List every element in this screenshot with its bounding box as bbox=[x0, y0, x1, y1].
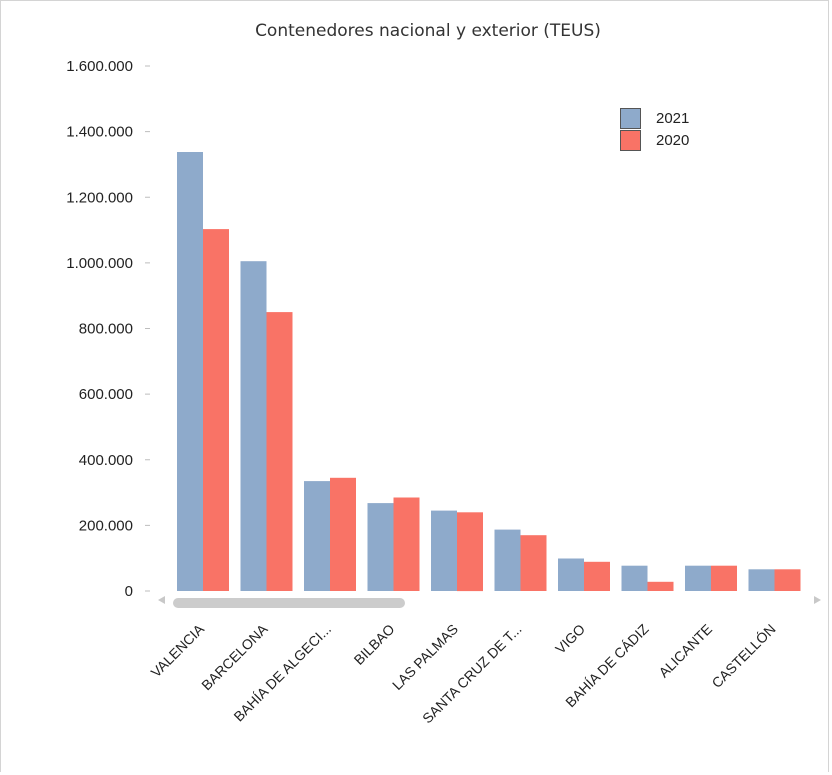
legend-label-2020: 2020 bbox=[656, 132, 689, 149]
legend: 2021 2020 bbox=[620, 108, 689, 151]
bars bbox=[177, 152, 801, 592]
bar-2021-6[interactable] bbox=[558, 558, 584, 592]
x-category-label: CASTELLÓN bbox=[708, 621, 778, 691]
legend-swatch-2020 bbox=[620, 130, 641, 151]
bar-2021-5[interactable] bbox=[494, 529, 521, 591]
y-tick-label: 1.000.000 bbox=[66, 255, 133, 272]
y-tick-label: 1.600.000 bbox=[66, 58, 133, 75]
bar-2021-4[interactable] bbox=[431, 510, 457, 591]
legend-label-2021: 2021 bbox=[656, 110, 689, 127]
bar-2020-5[interactable] bbox=[520, 535, 547, 591]
scroll-right-arrow-icon[interactable] bbox=[814, 596, 821, 604]
bar-2020-6[interactable] bbox=[584, 561, 610, 591]
bar-2021-1[interactable] bbox=[240, 261, 267, 591]
bar-2021-8[interactable] bbox=[685, 565, 711, 591]
bar-2021-7[interactable] bbox=[621, 565, 648, 591]
y-tick-label: 1.400.000 bbox=[66, 124, 133, 141]
bar-2020-7[interactable] bbox=[647, 581, 674, 591]
y-tick-label: 800.000 bbox=[79, 321, 133, 338]
y-tick-label: 400.000 bbox=[79, 452, 133, 469]
bar-2021-9[interactable] bbox=[748, 569, 775, 591]
x-category-label: BILBAO bbox=[351, 621, 398, 668]
bar-2020-1[interactable] bbox=[266, 312, 293, 591]
bar-2020-2[interactable] bbox=[330, 477, 356, 591]
y-tick-label: 600.000 bbox=[79, 386, 133, 403]
bar-2020-4[interactable] bbox=[457, 512, 483, 592]
scroll-left-arrow-icon[interactable] bbox=[158, 596, 165, 604]
legend-swatch-2021 bbox=[620, 108, 641, 129]
y-tick-label: 0 bbox=[125, 583, 133, 600]
horizontal-scrollbar[interactable] bbox=[158, 596, 821, 608]
bar-2020-8[interactable] bbox=[711, 565, 737, 591]
bar-2020-3[interactable] bbox=[393, 497, 420, 592]
x-category-label: VALENCIA bbox=[148, 620, 208, 680]
scrollbar-thumb[interactable] bbox=[173, 598, 405, 608]
x-category-label: VIGO bbox=[552, 621, 588, 657]
bar-2020-0[interactable] bbox=[203, 229, 229, 591]
bar-2021-0[interactable] bbox=[177, 152, 203, 591]
y-axis: 0 200.000 400.000 600.000 800.000 1.000.000 1.… bbox=[66, 58, 150, 600]
chart-title: Contenedores nacional y exterior (TEUS) bbox=[255, 21, 601, 41]
y-tick-label: 1.200.000 bbox=[66, 189, 133, 206]
bar-2020-9[interactable] bbox=[774, 569, 801, 591]
bar-2021-3[interactable] bbox=[367, 503, 394, 591]
bar-2021-2[interactable] bbox=[304, 481, 330, 591]
y-tick-label: 200.000 bbox=[79, 517, 133, 534]
x-category-label: ALICANTE bbox=[655, 621, 715, 681]
x-category-label: LAS PALMAS bbox=[389, 621, 461, 693]
